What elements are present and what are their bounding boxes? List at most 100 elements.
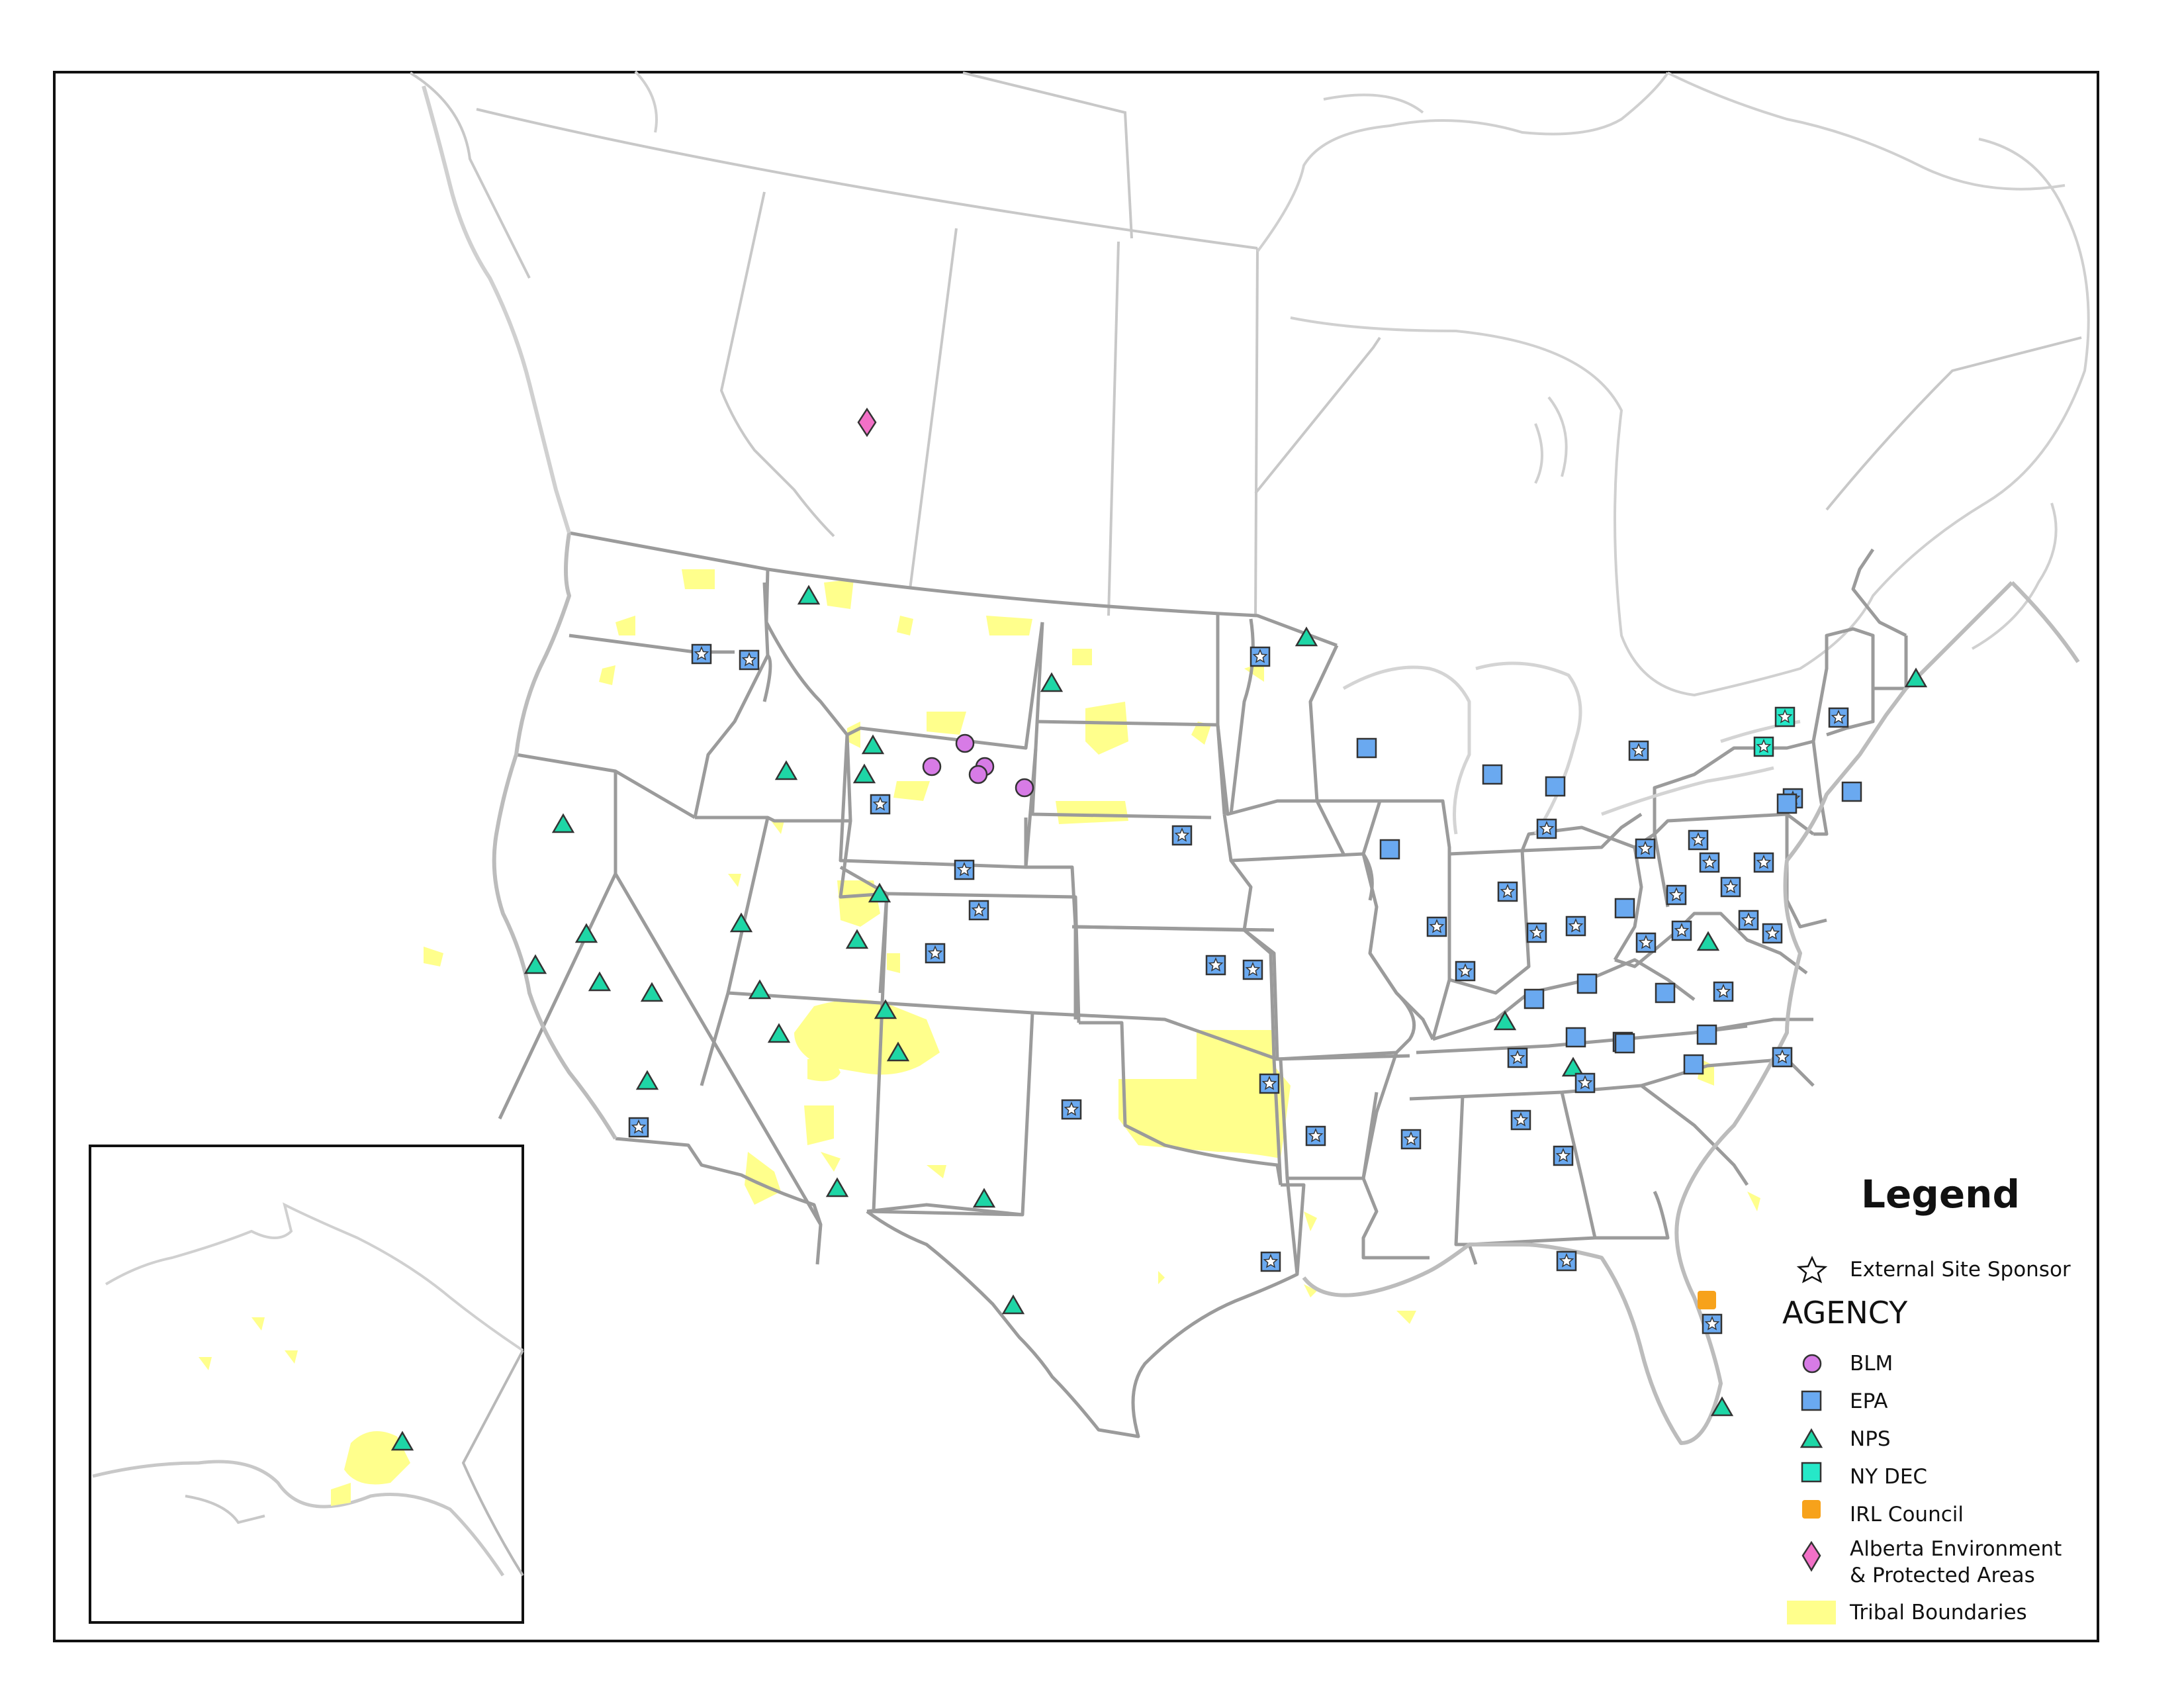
external-sponsor-star-icon [1403, 1131, 1419, 1146]
external-sponsor-star-icon [1637, 841, 1653, 855]
nps-site-marker[interactable] [729, 912, 753, 933]
epa-site-marker[interactable] [1614, 1033, 1635, 1054]
nps-site-marker[interactable] [825, 1177, 849, 1197]
epa-site-marker[interactable] [1628, 740, 1649, 761]
external-sponsor-star-icon [1208, 957, 1224, 972]
external-sponsor-star-icon [1577, 1075, 1593, 1090]
epa-site-marker[interactable] [1841, 781, 1862, 802]
external-sponsor-star-icon [1174, 827, 1190, 842]
external-sponsor-star-icon [631, 1119, 647, 1134]
nps-site-marker[interactable] [1904, 667, 1928, 688]
nps-site-marker[interactable] [551, 813, 575, 833]
external-sponsor-star-icon [1690, 832, 1706, 847]
epa-site-marker[interactable] [1655, 982, 1676, 1004]
epa-site-marker[interactable] [1545, 776, 1566, 797]
us-state-boundaries [498, 531, 1908, 1438]
epa-site-marker[interactable] [1614, 898, 1635, 919]
external-sponsor-star-icon [1674, 923, 1690, 937]
nps-site-marker[interactable] [1710, 1396, 1734, 1417]
legend-label-epa: EPA [1850, 1389, 1888, 1413]
epa-site-marker[interactable] [1565, 1027, 1586, 1048]
legend-label-irl: IRL Council [1850, 1503, 1964, 1526]
irl-site-marker[interactable] [1698, 1291, 1716, 1309]
alaska-inset [89, 1145, 524, 1624]
nps-site-marker[interactable] [588, 971, 612, 992]
epa-site-marker[interactable] [1683, 1054, 1704, 1075]
external-sponsor-star-icon [1529, 925, 1545, 939]
nps-site-marker[interactable] [797, 585, 821, 605]
external-sponsor-star-icon [1261, 1076, 1277, 1090]
nps-site-marker[interactable] [852, 763, 876, 784]
epa-site-marker[interactable] [1524, 988, 1545, 1009]
nps-site-marker[interactable] [861, 734, 885, 755]
epa-site-marker[interactable] [1776, 793, 1797, 814]
external-sponsor-star-icon [1513, 1112, 1529, 1127]
epa-site-marker[interactable] [1482, 764, 1503, 785]
external-sponsor-star-icon [1457, 963, 1473, 978]
external-sponsor-star-icon [1715, 984, 1731, 998]
legend-label-external-sponsor: External Site Sponsor [1850, 1258, 2071, 1282]
external-sponsor-star-icon [956, 862, 972, 876]
nps-site-marker[interactable] [748, 979, 772, 1000]
external-sponsor-star-icon [1668, 887, 1684, 902]
external-sponsor-star-icon [1631, 743, 1647, 757]
external-sponsor-star-icon [971, 902, 987, 917]
nps-site-marker[interactable] [1561, 1056, 1585, 1077]
nps-site-marker[interactable] [523, 954, 547, 974]
legend-label-tribal: Tribal Boundaries [1850, 1601, 2027, 1624]
alb-site-marker[interactable] [857, 407, 877, 438]
nps-site-marker[interactable] [886, 1041, 910, 1062]
nps-site-marker[interactable] [868, 882, 891, 903]
external-sponsor-star-icon [1756, 739, 1772, 753]
us-coastline [422, 85, 2080, 1445]
epa-site-marker[interactable] [1379, 839, 1400, 860]
epa-site-marker[interactable] [1576, 973, 1598, 994]
epa-site-marker[interactable] [1455, 961, 1476, 982]
external-sponsor-star-icon [1568, 918, 1584, 933]
external-sponsor-star-icon [1510, 1050, 1525, 1064]
external-sponsor-star-icon [1774, 1049, 1790, 1064]
blm-site-marker[interactable] [922, 757, 942, 776]
external-sponsor-star-icon [872, 796, 888, 811]
nps-site-marker[interactable] [774, 760, 798, 780]
blm-site-marker[interactable] [1015, 778, 1034, 798]
canada-boundaries [409, 71, 2082, 618]
nps-site-marker[interactable] [635, 1070, 659, 1090]
legend-epa-icon [1801, 1390, 1822, 1411]
nps-site-marker[interactable] [767, 1023, 791, 1043]
legend-nydec-icon [1801, 1462, 1822, 1483]
blm-site-marker[interactable] [968, 765, 988, 784]
external-sponsor-star-icon [1704, 1316, 1720, 1331]
external-sponsor-star-icon [1559, 1253, 1574, 1268]
tribal-boundaries [424, 569, 1760, 1324]
epa-site-marker[interactable] [1356, 737, 1377, 759]
legend-label-nydec: NY DEC [1850, 1465, 1928, 1489]
nps-site-marker[interactable] [1295, 626, 1318, 647]
external-sponsor-star-icon [1831, 710, 1846, 724]
nps-site-marker[interactable] [390, 1430, 414, 1451]
nps-site-marker[interactable] [874, 999, 897, 1019]
canada-coastlines [634, 70, 2090, 697]
nps-site-marker[interactable] [574, 923, 598, 943]
external-sponsor-star-icon [1702, 855, 1717, 869]
external-sponsor-star-icon [1429, 919, 1445, 933]
nps-site-marker[interactable] [1696, 931, 1720, 951]
legend-label-alberta: Alberta Environment & Protected Areas [1850, 1537, 2062, 1587]
nps-site-marker[interactable] [972, 1188, 996, 1208]
external-sponsor-star-icon [741, 652, 757, 667]
epa-site-marker[interactable] [1507, 1047, 1528, 1068]
legend-irl-icon [1802, 1500, 1821, 1519]
nps-site-marker[interactable] [1493, 1010, 1517, 1031]
nps-site-marker[interactable] [1001, 1294, 1025, 1315]
external-sponsor-star-icon [1777, 709, 1793, 724]
nps-site-marker[interactable] [1040, 672, 1064, 692]
external-sponsor-star-icon [1555, 1148, 1571, 1162]
blm-site-marker[interactable] [955, 733, 975, 753]
nps-site-marker[interactable] [845, 929, 869, 949]
legend-label-blm: BLM [1850, 1352, 1893, 1376]
epa-site-marker[interactable] [968, 900, 989, 921]
epa-site-marker[interactable] [1426, 916, 1447, 937]
epa-site-marker[interactable] [1696, 1024, 1717, 1045]
nps-site-marker[interactable] [640, 982, 664, 1002]
